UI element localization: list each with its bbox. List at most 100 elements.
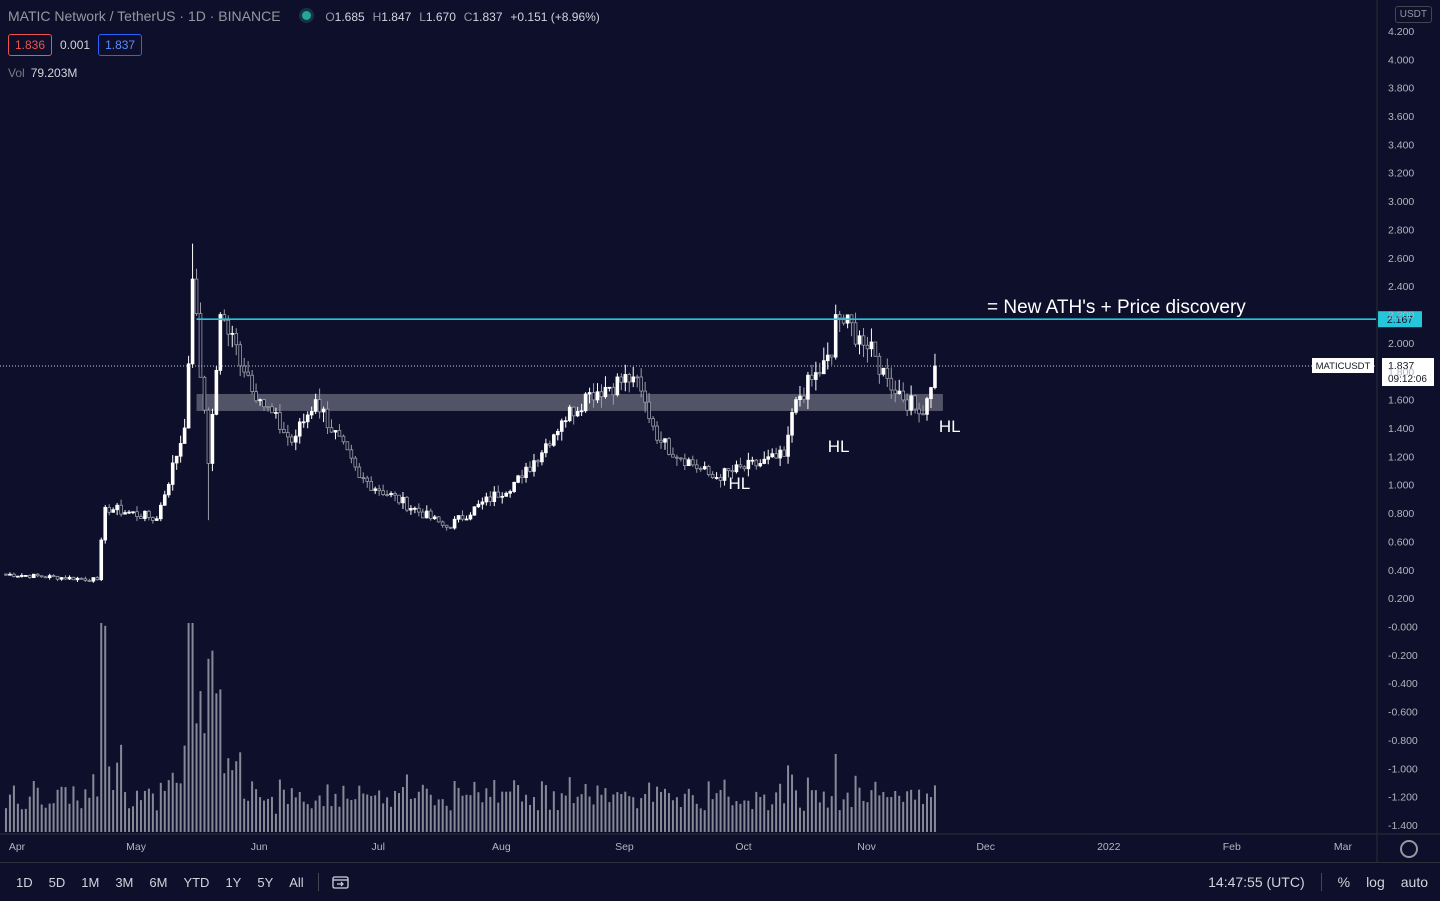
range-button-1y[interactable]: 1Y <box>225 874 242 890</box>
volume-bar <box>671 800 674 832</box>
volume-bar <box>96 796 99 832</box>
volume-bar <box>259 797 262 832</box>
candle-body <box>210 413 215 464</box>
volume-bar <box>223 773 226 832</box>
volume-bar <box>870 790 873 832</box>
volume-bar <box>294 797 297 832</box>
candle-body <box>571 406 576 417</box>
range-button-6m[interactable]: 6M <box>149 874 168 890</box>
candle-body <box>742 466 747 470</box>
candle-body <box>67 576 72 580</box>
hl-annotation-label: HL <box>729 474 751 493</box>
candle-body <box>448 526 453 529</box>
volume-bar <box>830 796 833 832</box>
candle-body <box>397 494 401 504</box>
candle-body <box>528 466 532 472</box>
time-tick-label: Jun <box>251 841 268 853</box>
price-axis[interactable]: -1.400 -1.200 -1.000 -0.800 -0.600 -0.400 -0.2… <box>1376 0 1418 862</box>
hl-annotation-label: HL <box>828 437 850 456</box>
candle-body <box>158 504 163 520</box>
currency-badge[interactable]: USDT <box>1394 6 1432 23</box>
range-button-3m[interactable]: 3M <box>115 874 134 890</box>
volume-bar <box>505 791 508 832</box>
hl-annotation-label: HL <box>939 417 961 436</box>
candle-body <box>675 456 679 459</box>
volume-bar <box>270 796 273 832</box>
log-scale-toggle[interactable]: log <box>1366 874 1385 890</box>
time-axis[interactable]: Apr May Jun Jul Aug Sep Oct Nov Dec 2022 Feb Mar <box>0 833 1440 853</box>
range-button-5y[interactable]: 5Y <box>257 874 274 890</box>
volume-bar <box>40 804 43 832</box>
volume-bar <box>552 791 555 832</box>
volume-bar <box>501 791 504 832</box>
volume-bar <box>525 794 528 832</box>
candle-body <box>377 488 381 492</box>
volume-bar <box>608 802 611 832</box>
candle-body <box>135 511 139 517</box>
range-button-all[interactable]: All <box>289 874 304 890</box>
volume-bar <box>850 807 853 832</box>
candle-body <box>63 577 68 580</box>
candle-body <box>186 363 191 429</box>
candle-body <box>428 510 433 520</box>
candle-body <box>329 427 334 433</box>
range-button-1m[interactable]: 1M <box>81 874 100 890</box>
candle-body <box>591 392 596 401</box>
volume-bar <box>874 781 877 832</box>
candle-body <box>683 458 687 467</box>
auto-scale-toggle[interactable]: auto <box>1400 874 1428 890</box>
price-tick-label: 4.000 <box>1388 54 1414 66</box>
volume-bar <box>350 800 353 832</box>
bottom-toolbar: 1D 5D 1M 3M 6M YTD 1Y 5Y All 14:47:55 (UTC) % lo… <box>0 862 1440 901</box>
candle-body <box>814 372 818 380</box>
volume-bar <box>243 798 246 832</box>
time-tick-label: Mar <box>1334 841 1353 853</box>
volume-bar <box>755 791 758 832</box>
low-label: L <box>419 10 426 24</box>
volume-bar <box>441 799 444 832</box>
volume-bar <box>112 790 115 832</box>
candle-body <box>226 319 231 335</box>
sell-button[interactable]: 1.836 <box>8 34 53 56</box>
volume-bar <box>576 796 579 832</box>
volume-bar <box>286 803 289 832</box>
candle-body <box>746 459 751 470</box>
candle-body <box>301 421 306 424</box>
range-button-5d[interactable]: 5D <box>48 874 66 890</box>
candle-body <box>635 376 639 379</box>
percent-scale-toggle[interactable]: % <box>1337 874 1351 890</box>
volume-bar <box>445 805 448 832</box>
symbol-title[interactable]: MATIC Network / TetherUS · 1D · BINANCE <box>8 8 281 24</box>
goto-date-icon[interactable] <box>331 874 351 890</box>
utc-clock[interactable]: 14:47:55 (UTC) <box>1208 874 1305 890</box>
candle-body <box>885 367 890 379</box>
candle-body <box>178 443 183 457</box>
volume-bar <box>628 796 631 832</box>
range-button-1d[interactable]: 1D <box>16 874 33 890</box>
range-button-ytd[interactable]: YTD <box>183 874 210 890</box>
volume-bar <box>88 797 91 832</box>
buy-button[interactable]: 1.837 <box>98 34 143 56</box>
candle-body <box>24 575 28 577</box>
candle-body <box>651 418 655 427</box>
volume-bar <box>707 781 710 832</box>
volume-bar <box>322 806 325 832</box>
close-label: C <box>463 10 473 24</box>
volume-bar <box>675 797 678 832</box>
candle-body <box>79 577 84 580</box>
candle-body <box>810 374 814 380</box>
settings-gear-icon[interactable] <box>1400 840 1418 858</box>
volume-bar <box>469 795 472 832</box>
hline-price-tag-label: 2.167 <box>1387 314 1413 326</box>
price-tick-label: 2.600 <box>1388 253 1414 265</box>
volume-bar <box>413 798 416 832</box>
volume-bar <box>211 650 214 832</box>
candle-body <box>603 386 608 398</box>
candle-body <box>631 376 636 383</box>
volume-bar <box>509 791 512 832</box>
candle-body <box>778 449 782 459</box>
candle-body <box>127 511 131 514</box>
price-tick-label: -0.000 <box>1388 622 1418 634</box>
price-tick-label: 1.600 <box>1388 395 1414 407</box>
